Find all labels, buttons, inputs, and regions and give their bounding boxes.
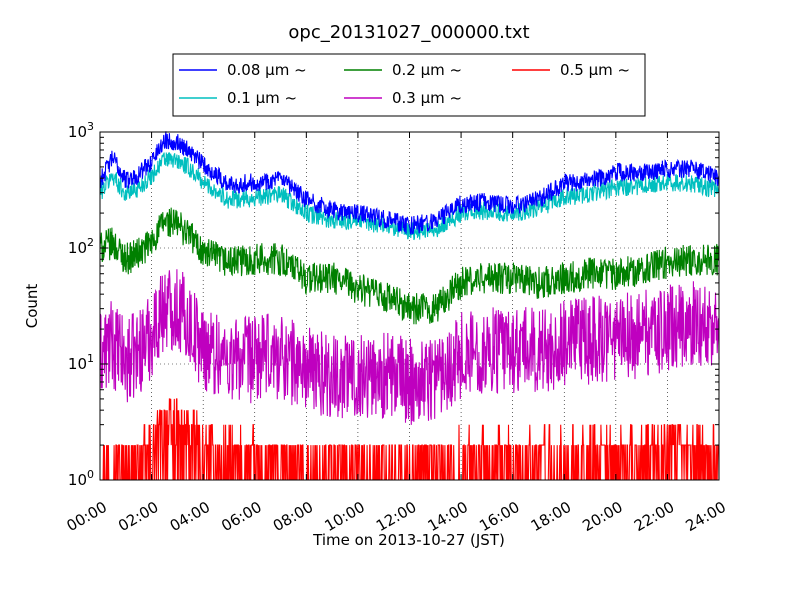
x-tick-label: 22:00 <box>631 498 677 535</box>
y-tick-label: 102 <box>68 236 94 257</box>
chart-title: opc_20131027_000000.txt <box>288 22 529 43</box>
x-tick-label: 00:00 <box>64 498 110 535</box>
x-tick-labels: 00:00 02:00 04:00 06:00 08:00 10:00 12:00 14:00… <box>64 498 729 535</box>
legend: 0.08 μm ~ 0.2 μm ~ 0.5 μm ~ 0.1 μm ~ 0.3 μm … <box>172 53 646 117</box>
x-axis-label: Time on 2013-10-27 (JST) <box>312 531 505 549</box>
y-tick-labels: 100 101 102 103 <box>68 120 94 489</box>
legend-box <box>172 53 646 117</box>
legend-label: 0.2 μm ~ <box>392 61 462 79</box>
y-axis-label: Count <box>23 284 41 329</box>
legend-label: 0.3 μm ~ <box>392 89 462 107</box>
series-layer <box>99 131 720 481</box>
x-tick-label: 08:00 <box>270 498 316 535</box>
x-tick-label: 10:00 <box>321 498 367 535</box>
x-tick-label: 14:00 <box>425 498 471 535</box>
y-tick-label: 101 <box>68 352 94 373</box>
y-tick-label: 100 <box>68 468 94 489</box>
y-tick-label: 103 <box>68 120 94 141</box>
series-line <box>99 207 720 325</box>
x-tick-label: 06:00 <box>218 498 264 535</box>
x-tick-label: 16:00 <box>476 498 522 535</box>
x-tick-label: 24:00 <box>683 498 729 535</box>
series-line <box>100 398 720 481</box>
x-tick-label: 12:00 <box>373 498 419 535</box>
legend-label: 0.08 μm ~ <box>227 61 307 79</box>
x-tick-label: 04:00 <box>167 498 213 535</box>
axis-ticks <box>99 131 720 481</box>
legend-label: 0.1 μm ~ <box>227 89 297 107</box>
x-tick-label: 20:00 <box>579 498 625 535</box>
series-line <box>99 131 720 236</box>
legend-label: 0.5 μm ~ <box>560 61 630 79</box>
x-tick-label: 18:00 <box>528 498 574 535</box>
x-tick-label: 02:00 <box>115 498 161 535</box>
series-line <box>99 269 720 425</box>
